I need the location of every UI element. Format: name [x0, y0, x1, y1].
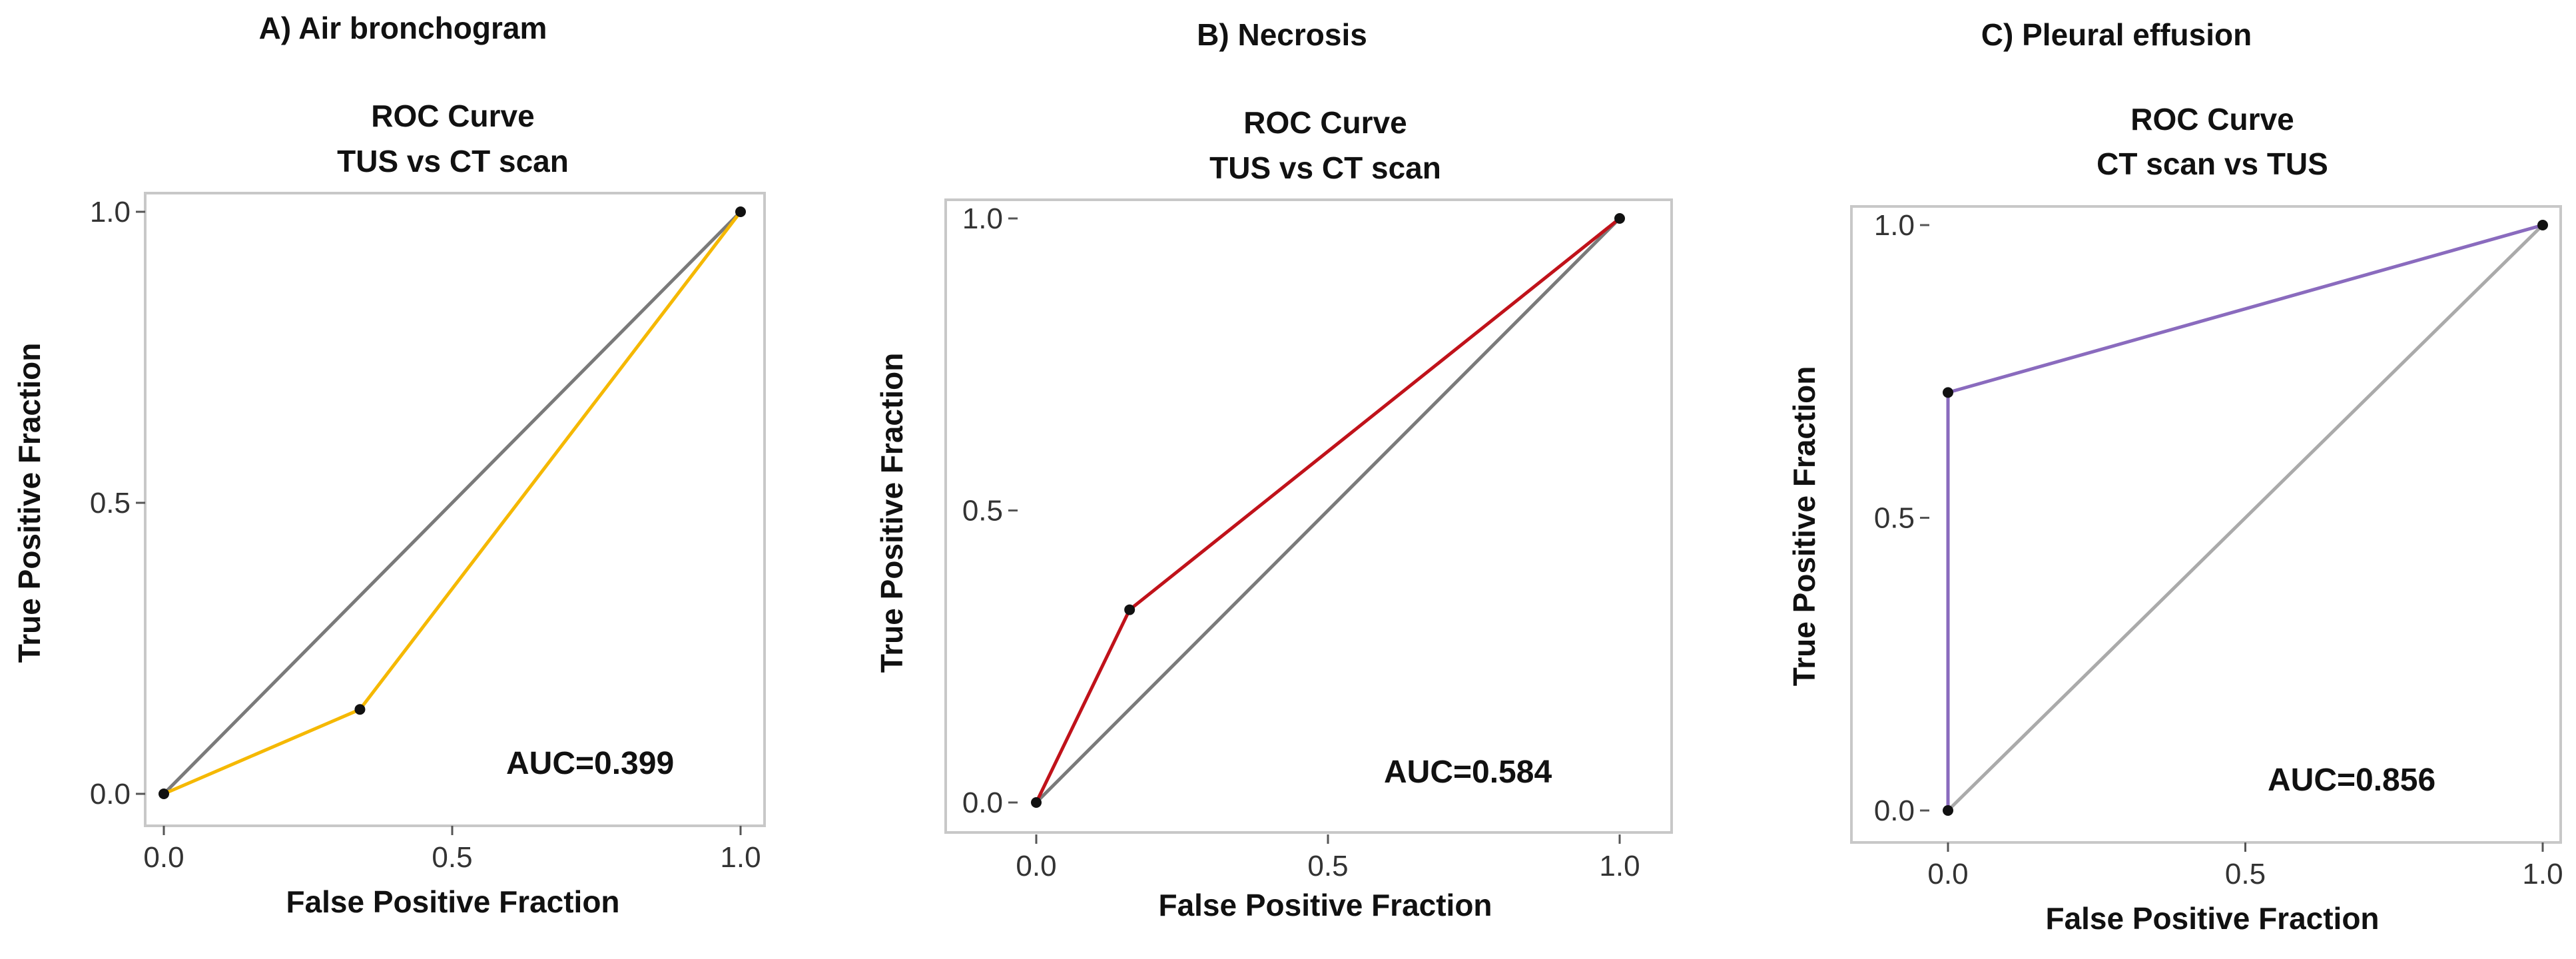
y-tick-label: 0.0: [962, 787, 1003, 819]
plot-layer: 0.0 0.5 1.0 0.0 0.5 1.0: [1874, 209, 2563, 890]
x-tick-label: 1.0: [2522, 858, 2563, 890]
x-tick-label: 0.0: [143, 841, 184, 874]
roc-point: [159, 789, 169, 799]
plot-frame: [144, 192, 766, 827]
y-tick-label: 1.0: [90, 196, 131, 228]
x-tick-label: 0.5: [432, 841, 472, 874]
chart-title: ROC Curve: [1243, 105, 1407, 140]
x-axis-label: False Positive Fraction: [2045, 901, 2379, 936]
y-tick-label: 0.0: [90, 778, 131, 810]
y-tick-label: 1.0: [1874, 209, 1915, 242]
roc-point: [1124, 604, 1135, 615]
roc-point: [1943, 387, 1953, 398]
y-axis-label: True Positive Fraction: [874, 353, 909, 673]
chart-subtitle: TUS vs CT scan: [337, 144, 569, 178]
x-tick-label: 1.0: [1599, 850, 1640, 882]
roc-point: [354, 704, 366, 715]
x-tick-label: 0.0: [1016, 850, 1056, 882]
y-tick-label: 0.5: [90, 487, 131, 519]
x-axis-label: False Positive Fraction: [1158, 888, 1492, 922]
roc-point: [735, 206, 746, 217]
roc-point: [1031, 797, 1042, 808]
y-tick-label: 0.0: [1874, 795, 1915, 827]
y-tick-label: 0.5: [1874, 502, 1915, 535]
roc-panel-a: A) Air bronchogram ROC Curve TUS vs CT s…: [12, 11, 766, 919]
y-axis-label: True Positive Fraction: [1787, 366, 1821, 687]
x-tick-label: 0.5: [2225, 858, 2266, 890]
roc-panel-c: C) Pleural effusion ROC Curve CT scan vs…: [1787, 17, 2563, 936]
chart-title: ROC Curve: [371, 99, 534, 133]
panel-label: C) Pleural effusion: [1981, 17, 2252, 52]
roc-point: [2537, 220, 2548, 230]
roc-point: [1614, 213, 1625, 224]
x-tick-label: 0.5: [1307, 850, 1348, 882]
y-axis-label: True Positive Fraction: [12, 343, 47, 663]
y-tick-label: 0.5: [962, 495, 1003, 527]
plot-layer: 0.0 0.5 1.0 0.0 0.5 1.0: [90, 196, 761, 874]
x-tick-label: 1.0: [720, 841, 761, 874]
plot-layer: 0.0 0.5 1.0 0.0 0.5 1.0: [962, 202, 1640, 882]
roc-panel-b: B) Necrosis ROC Curve TUS vs CT scan 0.0…: [874, 17, 1673, 922]
x-axis-label: False Positive Fraction: [286, 884, 619, 919]
chart-subtitle: CT scan vs TUS: [2096, 147, 2328, 181]
y-tick-label: 1.0: [962, 202, 1003, 235]
chart-subtitle: TUS vs CT scan: [1209, 151, 1441, 185]
panel-label: B) Necrosis: [1197, 17, 1367, 52]
reference-diagonal: [162, 210, 742, 795]
roc-point: [1943, 805, 1953, 816]
auc-label: AUC=0.856: [2268, 763, 2435, 798]
reference-diagonal: [1947, 224, 2544, 812]
plot-frame: [944, 198, 1673, 834]
reference-diagonal: [1035, 217, 1621, 804]
plot-frame: [1850, 205, 2562, 844]
chart-title: ROC Curve: [2130, 102, 2294, 137]
panel-label: A) Air bronchogram: [259, 11, 547, 45]
x-tick-label: 0.0: [1927, 858, 1968, 890]
auc-label: AUC=0.584: [1384, 755, 1552, 790]
auc-label: AUC=0.399: [506, 746, 674, 781]
